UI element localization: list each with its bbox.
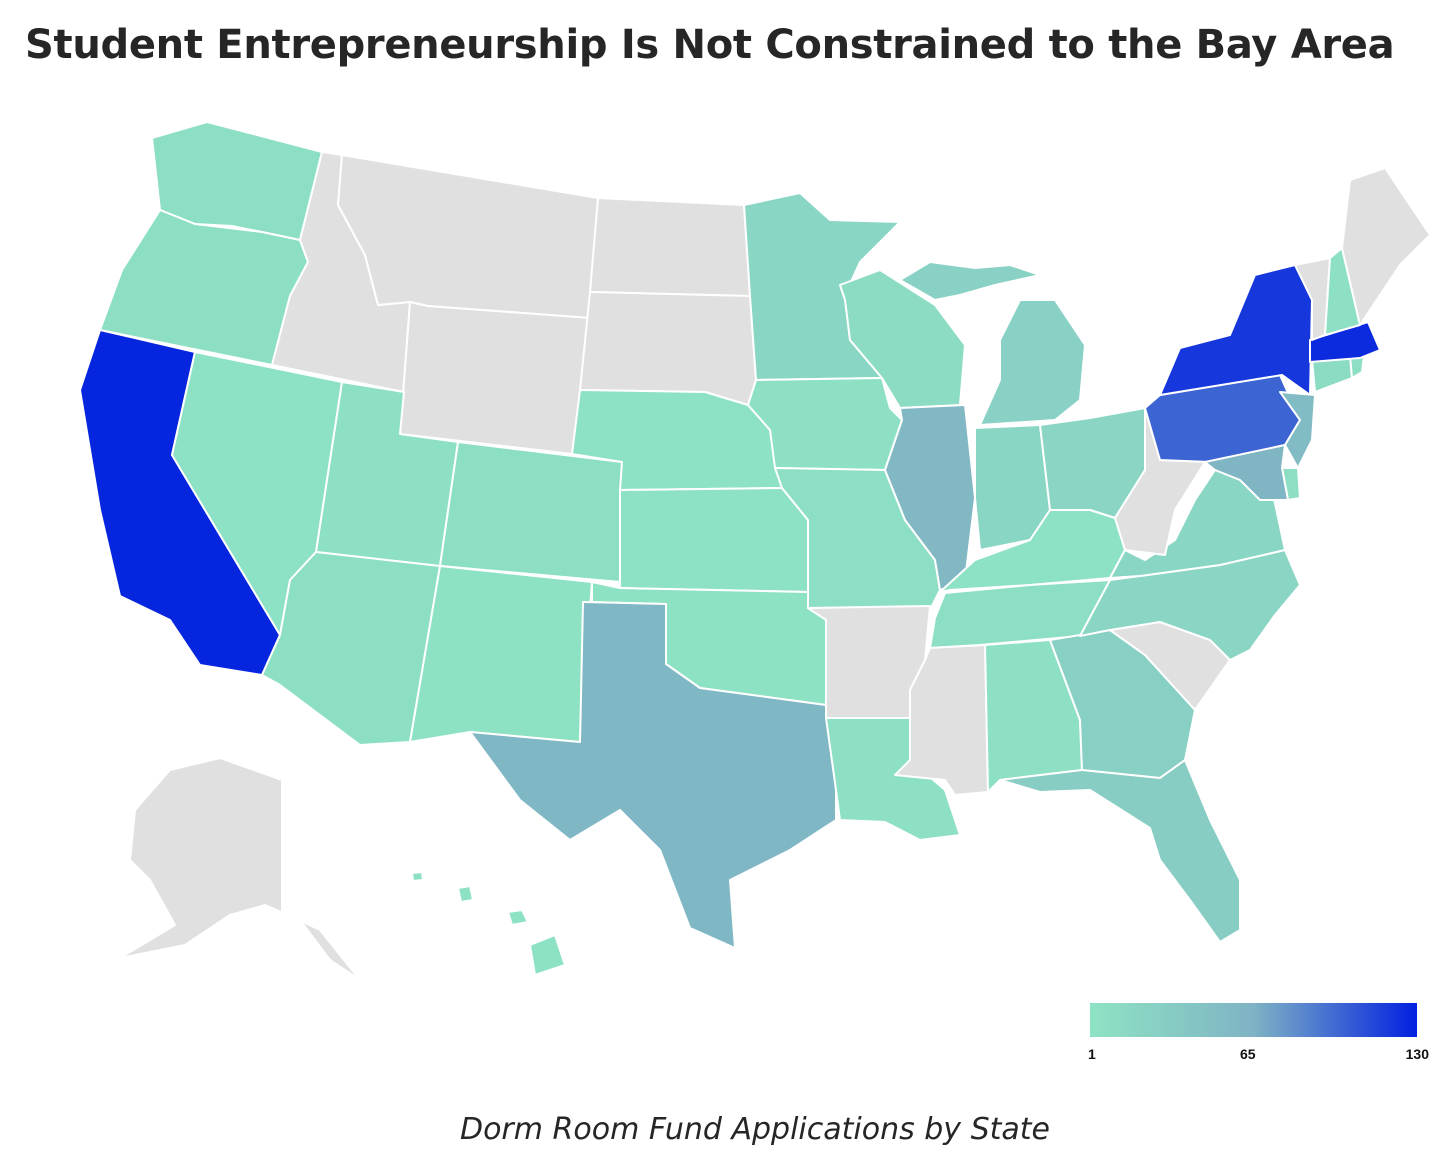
state-fl xyxy=(999,759,1241,943)
state-shape-me xyxy=(1341,167,1431,326)
state-ks xyxy=(619,487,809,593)
state-mt xyxy=(337,154,599,319)
state-vt xyxy=(1294,257,1331,341)
state-shape-vt xyxy=(1294,257,1331,341)
state-shape-il xyxy=(884,404,976,591)
state-shape-ny xyxy=(1159,264,1313,396)
state-shape-ks xyxy=(619,487,809,593)
state-tx xyxy=(469,601,837,949)
state-shape-ms xyxy=(894,644,989,796)
legend-tick-min: 1 xyxy=(1088,1046,1096,1062)
state-shape-nd xyxy=(589,197,751,297)
state-shape-fl xyxy=(999,759,1241,943)
state-shape-tx xyxy=(469,601,837,949)
state-shape-wy xyxy=(399,301,591,455)
state-ms xyxy=(894,644,989,796)
state-shape-mt xyxy=(337,154,599,319)
state-md xyxy=(1204,444,1289,501)
state-mi xyxy=(899,261,1086,426)
state-shape-nm xyxy=(409,565,593,743)
state-hi xyxy=(411,871,566,976)
state-shape-co xyxy=(439,441,623,583)
state-me xyxy=(1341,167,1431,326)
state-shape-mi xyxy=(899,261,1041,301)
legend-tick-mid: 65 xyxy=(1240,1046,1256,1062)
state-shape-hi xyxy=(529,934,566,976)
legend-ticks: 1 65 130 xyxy=(1088,1046,1429,1068)
state-ny xyxy=(1159,264,1313,396)
state-shape-hi xyxy=(457,885,474,903)
legend-gradient-bar xyxy=(1090,1003,1417,1037)
state-ak xyxy=(119,757,361,981)
state-co xyxy=(439,441,623,583)
color-legend: 1 65 130 xyxy=(1088,1003,1429,1068)
state-il xyxy=(884,404,976,591)
states-layer xyxy=(79,121,1431,981)
state-shape-ak xyxy=(119,757,361,981)
state-shape-hi xyxy=(411,871,424,882)
state-wy xyxy=(399,301,591,455)
state-shape-hi xyxy=(507,909,529,926)
chart-title: Student Entrepreneurship Is Not Constrai… xyxy=(25,22,1395,68)
state-shape-sd xyxy=(579,291,757,406)
map-caption: Dorm Room Fund Applications by State xyxy=(459,1112,1051,1147)
state-nd xyxy=(589,197,751,297)
state-shape-mi xyxy=(979,299,1086,426)
state-sd xyxy=(579,291,757,406)
legend-tick-max: 130 xyxy=(1405,1046,1429,1062)
state-shape-md xyxy=(1204,444,1289,501)
state-nm xyxy=(409,565,593,743)
